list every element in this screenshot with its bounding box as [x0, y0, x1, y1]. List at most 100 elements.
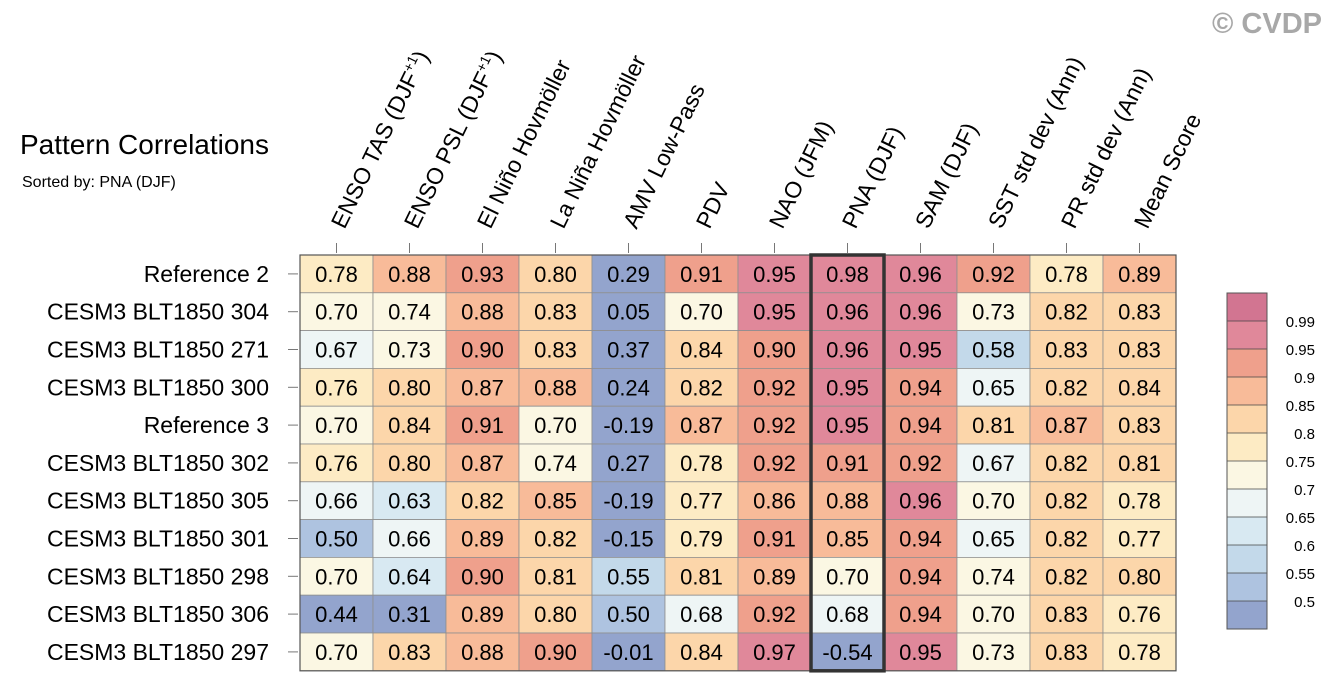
- cell-value-label: 0.90: [461, 564, 504, 589]
- column-labels: ENSO TAS (DJF+1)ENSO PSL (DJF+1)El Niño …: [325, 46, 1206, 253]
- cell-value-label: 0.87: [680, 413, 723, 438]
- cell-value-label: 0.95: [753, 300, 796, 325]
- cell-value-label: 0.64: [388, 564, 431, 589]
- cell-value-label: 0.50: [607, 602, 650, 627]
- cell-value-label: 0.96: [899, 300, 942, 325]
- column-label: NAO (JFM): [764, 116, 838, 232]
- cell-value-label: -0.19: [603, 489, 653, 514]
- cell-value-label: 0.89: [461, 602, 504, 627]
- cell-value-label: 0.79: [680, 527, 723, 552]
- heatmap-cell: [372, 292, 447, 331]
- cell-value-label: 0.74: [388, 300, 431, 325]
- cell-value-label: 0.70: [972, 602, 1015, 627]
- heatmap-cell: [737, 292, 812, 331]
- cell-value-label: 0.67: [972, 451, 1015, 476]
- cell-value-label: 0.66: [315, 489, 358, 514]
- cell-value-label: 0.70: [826, 564, 869, 589]
- heatmap-cell: [1102, 443, 1177, 483]
- column-label: SAM (DJF): [910, 119, 983, 233]
- colorbar-swatch: [1227, 433, 1267, 461]
- heatmap-cell: [299, 443, 374, 483]
- heatmap-cell: [664, 632, 739, 672]
- cell-value-label: 0.29: [607, 262, 650, 287]
- cell-value-label: -0.15: [603, 527, 653, 552]
- heatmap-cell: [591, 367, 666, 407]
- cell-value-label: 0.70: [972, 489, 1015, 514]
- colorbar-swatch: [1227, 349, 1267, 377]
- cell-value-label: 0.65: [972, 375, 1015, 400]
- cell-value-label: 0.92: [899, 451, 942, 476]
- cell-value-label: 0.96: [826, 338, 869, 363]
- cell-value-label: 0.31: [388, 602, 431, 627]
- cell-value-label: 0.55: [607, 564, 650, 589]
- cell-value-label: 0.95: [899, 338, 942, 363]
- colorbar-label: 0.95: [1286, 342, 1315, 359]
- row-label: CESM3 BLT1850 301: [47, 526, 269, 552]
- heatmap-cell: [810, 254, 885, 294]
- heatmap-cell: [956, 330, 1031, 369]
- cell-value-label: 0.68: [826, 602, 869, 627]
- cell-value-label: 0.73: [972, 300, 1015, 325]
- heatmap-cell: [445, 557, 520, 596]
- colorbar-swatch: [1227, 377, 1267, 405]
- cell-value-label: 0.82: [534, 527, 577, 552]
- heatmap-cell: [445, 330, 520, 369]
- cell-value-label: 0.92: [753, 375, 796, 400]
- colorbar-swatch: [1227, 293, 1267, 321]
- cell-value-label: 0.24: [607, 375, 650, 400]
- heatmap-cell: [883, 254, 958, 294]
- row-label: CESM3 BLT1850 302: [47, 450, 269, 476]
- cell-value-label: 0.91: [680, 262, 723, 287]
- heatmap-cell: [883, 557, 958, 596]
- row-label: CESM3 BLT1850 304: [47, 299, 269, 325]
- heatmap-cell: [956, 254, 1031, 294]
- heatmap-cell: [883, 405, 958, 445]
- row-label: CESM3 BLT1850 271: [47, 337, 269, 363]
- cell-value-label: 0.82: [461, 489, 504, 514]
- cell-value-label: 0.90: [461, 338, 504, 363]
- heatmap-cell: [810, 367, 885, 407]
- cell-value-label: 0.78: [1118, 489, 1161, 514]
- cell-value-label: 0.76: [315, 451, 358, 476]
- heatmap-cell: [591, 292, 666, 331]
- cell-value-label: 0.88: [461, 640, 504, 665]
- cell-value-label: 0.37: [607, 338, 650, 363]
- cell-value-label: 0.83: [534, 338, 577, 363]
- cell-value-label: 0.83: [1045, 338, 1088, 363]
- cell-value-label: 0.80: [534, 602, 577, 627]
- heatmap-cell: [591, 594, 666, 634]
- cell-value-label: 0.83: [1118, 338, 1161, 363]
- heatmap-cell: [518, 519, 593, 558]
- colorbar-label: 0.9: [1294, 370, 1315, 387]
- heatmap-cell: [883, 367, 958, 407]
- heatmap-cell: [1029, 367, 1104, 407]
- colorbar-border: [1226, 292, 1268, 630]
- heatmap-cell: [299, 519, 374, 558]
- colorbar-swatch: [1227, 405, 1267, 433]
- cell-value-label: 0.78: [315, 262, 358, 287]
- cell-value-label: 0.68: [680, 602, 723, 627]
- row-label: CESM3 BLT1850 306: [47, 601, 269, 627]
- row-label: CESM3 BLT1850 305: [47, 488, 269, 514]
- heatmap-cell: [737, 519, 812, 558]
- heatmap-cell: [664, 292, 739, 331]
- cell-value-label: 0.76: [1118, 602, 1161, 627]
- row-label: Reference 3: [144, 412, 269, 438]
- cell-value-label: 0.70: [534, 413, 577, 438]
- heatmap-cell: [372, 594, 447, 634]
- heatmap-cell: [299, 367, 374, 407]
- sorted-column-highlight: [809, 253, 886, 673]
- heatmap-cell: [299, 594, 374, 634]
- cell-value-label: 0.91: [461, 413, 504, 438]
- colorbar-swatch: [1227, 321, 1267, 349]
- cell-value-label: 0.82: [1045, 300, 1088, 325]
- cell-value-label: 0.05: [607, 300, 650, 325]
- heatmap-cell: [664, 330, 739, 369]
- heatmap-cell: [956, 632, 1031, 672]
- heatmap-cell: [445, 367, 520, 407]
- cell-value-label: -0.01: [603, 640, 653, 665]
- heatmap-cell: [518, 405, 593, 445]
- cell-value-label: 0.80: [388, 451, 431, 476]
- cell-value-label: 0.96: [899, 489, 942, 514]
- heatmap-cell: [810, 557, 885, 596]
